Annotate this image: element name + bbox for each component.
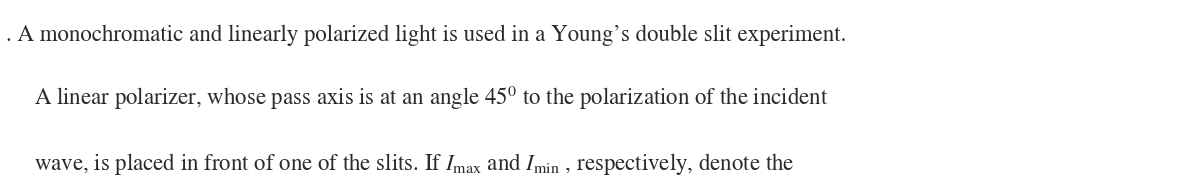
Text: A linear polarizer, whose pass axis is at an angle $45^{0}$ to the polarization : A linear polarizer, whose pass axis is a…	[34, 83, 828, 112]
Text: wave, is placed in front of one of the slits. If $I_{\mathrm{max}}$ and $I_{\mat: wave, is placed in front of one of the s…	[34, 151, 794, 177]
Text: . A monochromatic and linearly polarized light is used in a Young’s double slit : . A monochromatic and linearly polarized…	[6, 24, 846, 46]
